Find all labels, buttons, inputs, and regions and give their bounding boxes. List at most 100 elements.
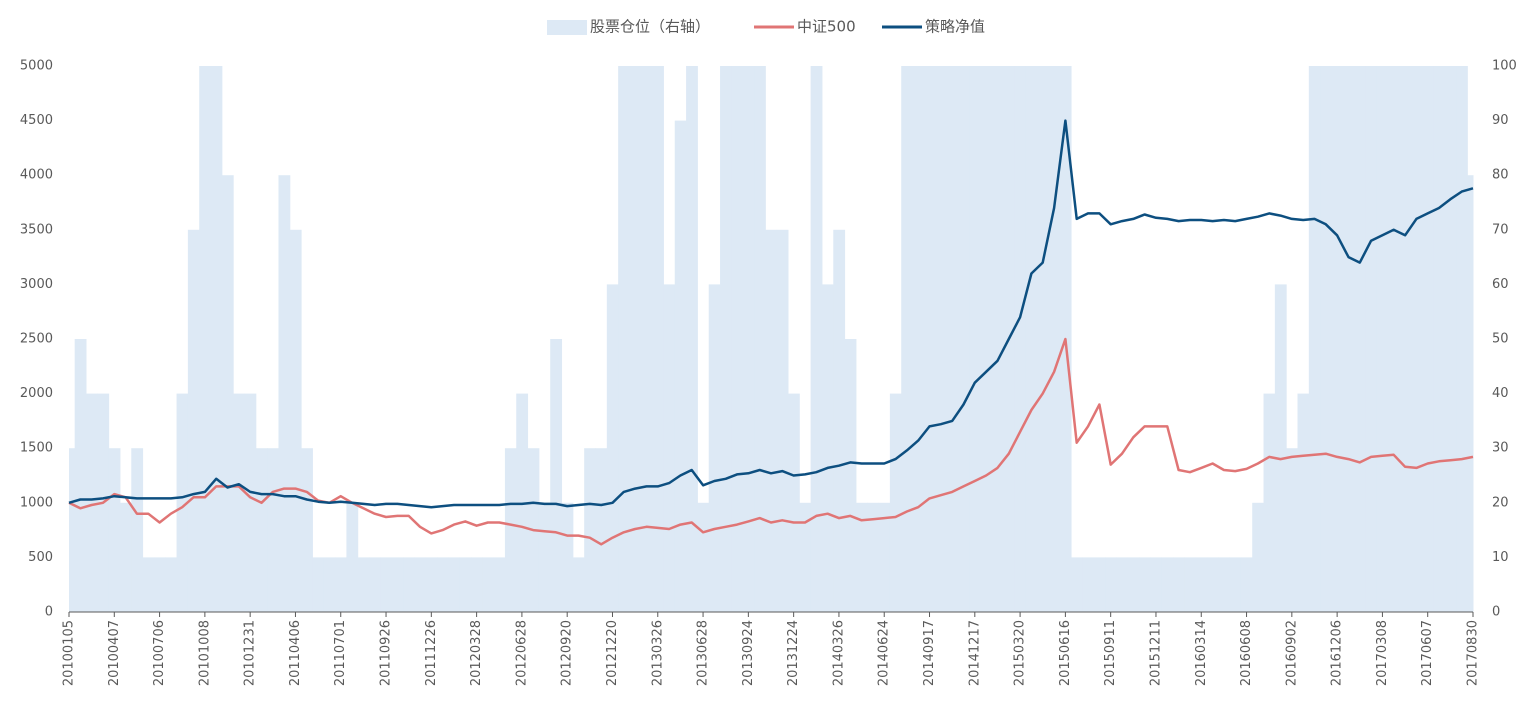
position-bar — [1410, 66, 1423, 612]
position-bar — [346, 502, 359, 612]
position-bar — [810, 66, 823, 612]
position-bar — [1218, 557, 1231, 612]
x-tick-label: 20141217 — [967, 620, 982, 686]
x-tick-label: 20110926 — [379, 620, 394, 686]
position-bar — [538, 502, 551, 612]
position-bar — [1444, 66, 1457, 612]
position-bar — [199, 66, 212, 612]
series-line — [68, 337, 1474, 546]
y2-tick-label: 70 — [1492, 222, 1509, 237]
position-bar — [301, 448, 313, 612]
position-bar — [901, 66, 914, 612]
y-tick-label: 0 — [45, 605, 53, 620]
x-tick-label: 20100105 — [62, 620, 77, 686]
x-tick-label: 20101008 — [197, 620, 212, 686]
position-bar — [1286, 448, 1298, 612]
y-tick-label: 3500 — [20, 222, 53, 237]
x-tick-label: 20160902 — [1284, 620, 1299, 686]
x-tick-label: 20110701 — [333, 620, 348, 686]
position-bar — [142, 557, 155, 612]
position-bar — [765, 229, 778, 613]
position-bar — [1297, 393, 1310, 612]
position-bar — [1240, 557, 1253, 612]
x-tick-label: 20170308 — [1375, 620, 1390, 686]
y-tick-label: 500 — [28, 550, 53, 565]
position-bar — [1082, 557, 1095, 612]
legend-label: 策略净值 — [925, 18, 985, 36]
position-bar — [1320, 66, 1332, 612]
x-tick-label: 20170830 — [1466, 620, 1481, 686]
y2-tick-label: 80 — [1492, 168, 1509, 183]
position-bar — [595, 448, 608, 612]
y-tick-label: 4000 — [20, 168, 53, 183]
position-bar — [221, 175, 234, 612]
position-bar — [459, 557, 472, 612]
x-tick-label: 20101231 — [243, 620, 258, 686]
y2-tick-label: 10 — [1492, 550, 1509, 565]
position-bar — [1376, 66, 1389, 612]
position-bar — [176, 393, 189, 612]
position-bar — [1195, 557, 1208, 612]
y-tick-label: 4500 — [20, 113, 53, 128]
position-bar — [1342, 66, 1355, 612]
position-bar — [1025, 66, 1038, 612]
y2-tick-label: 100 — [1492, 59, 1517, 74]
position-bar — [799, 502, 812, 612]
y2-tick-label: 20 — [1492, 495, 1509, 510]
position-bar — [742, 66, 755, 612]
y-tick-label: 1000 — [20, 495, 53, 510]
position-bar — [550, 339, 563, 612]
y-tick-label: 5000 — [20, 59, 53, 74]
position-bar — [1331, 66, 1344, 612]
x-tick-label: 20131224 — [786, 620, 801, 686]
position-bar — [867, 502, 880, 612]
position-bar — [403, 557, 415, 612]
position-bar — [1116, 557, 1129, 612]
x-tick-label: 20140624 — [877, 620, 892, 686]
position-bar — [357, 557, 370, 612]
x-tick-label: 20150911 — [1103, 620, 1118, 686]
y2-tick-label: 50 — [1492, 332, 1509, 347]
x-tick-label: 20140917 — [922, 620, 937, 686]
position-bar — [731, 66, 744, 612]
position-bar — [1274, 284, 1287, 612]
position-bar — [1206, 557, 1219, 612]
position-bar — [1229, 557, 1242, 612]
x-tick-label: 20121220 — [605, 620, 620, 686]
position-bar — [663, 284, 676, 612]
position-bar — [969, 66, 981, 612]
y-tick-label: 2000 — [20, 386, 53, 401]
position-bar — [1184, 557, 1197, 612]
position-bar — [946, 66, 959, 612]
position-bar — [754, 66, 766, 612]
x-tick-label: 20120920 — [560, 620, 575, 686]
position-bar — [1365, 66, 1378, 612]
position-bar — [482, 557, 495, 612]
position-bar — [1172, 557, 1185, 612]
position-bar — [708, 284, 721, 612]
position-bar — [629, 66, 642, 612]
x-tick-label: 20140326 — [831, 620, 846, 686]
x-tick-label: 20130924 — [741, 620, 756, 686]
x-tick-label: 20110406 — [288, 620, 303, 686]
y-tick-label: 2500 — [20, 332, 53, 347]
x-tick-label: 20100706 — [152, 620, 167, 686]
position-bar — [493, 557, 506, 612]
position-bar — [1399, 66, 1412, 612]
position-bar — [69, 448, 76, 612]
position-bar — [425, 557, 438, 612]
position-bar — [74, 339, 87, 612]
position-bar — [278, 175, 291, 612]
x-tick-label: 20160314 — [1194, 620, 1209, 686]
position-bar — [618, 66, 630, 612]
position-bar — [889, 393, 902, 612]
position-bar — [1071, 557, 1083, 612]
position-bar — [606, 284, 619, 612]
x-tick-label: 20150320 — [1013, 620, 1028, 686]
legend-swatch — [547, 20, 587, 35]
position-bar — [1037, 66, 1049, 612]
position-bar — [844, 339, 857, 612]
legend-label: 股票仓位（右轴） — [590, 18, 710, 36]
position-bar — [1456, 66, 1468, 612]
